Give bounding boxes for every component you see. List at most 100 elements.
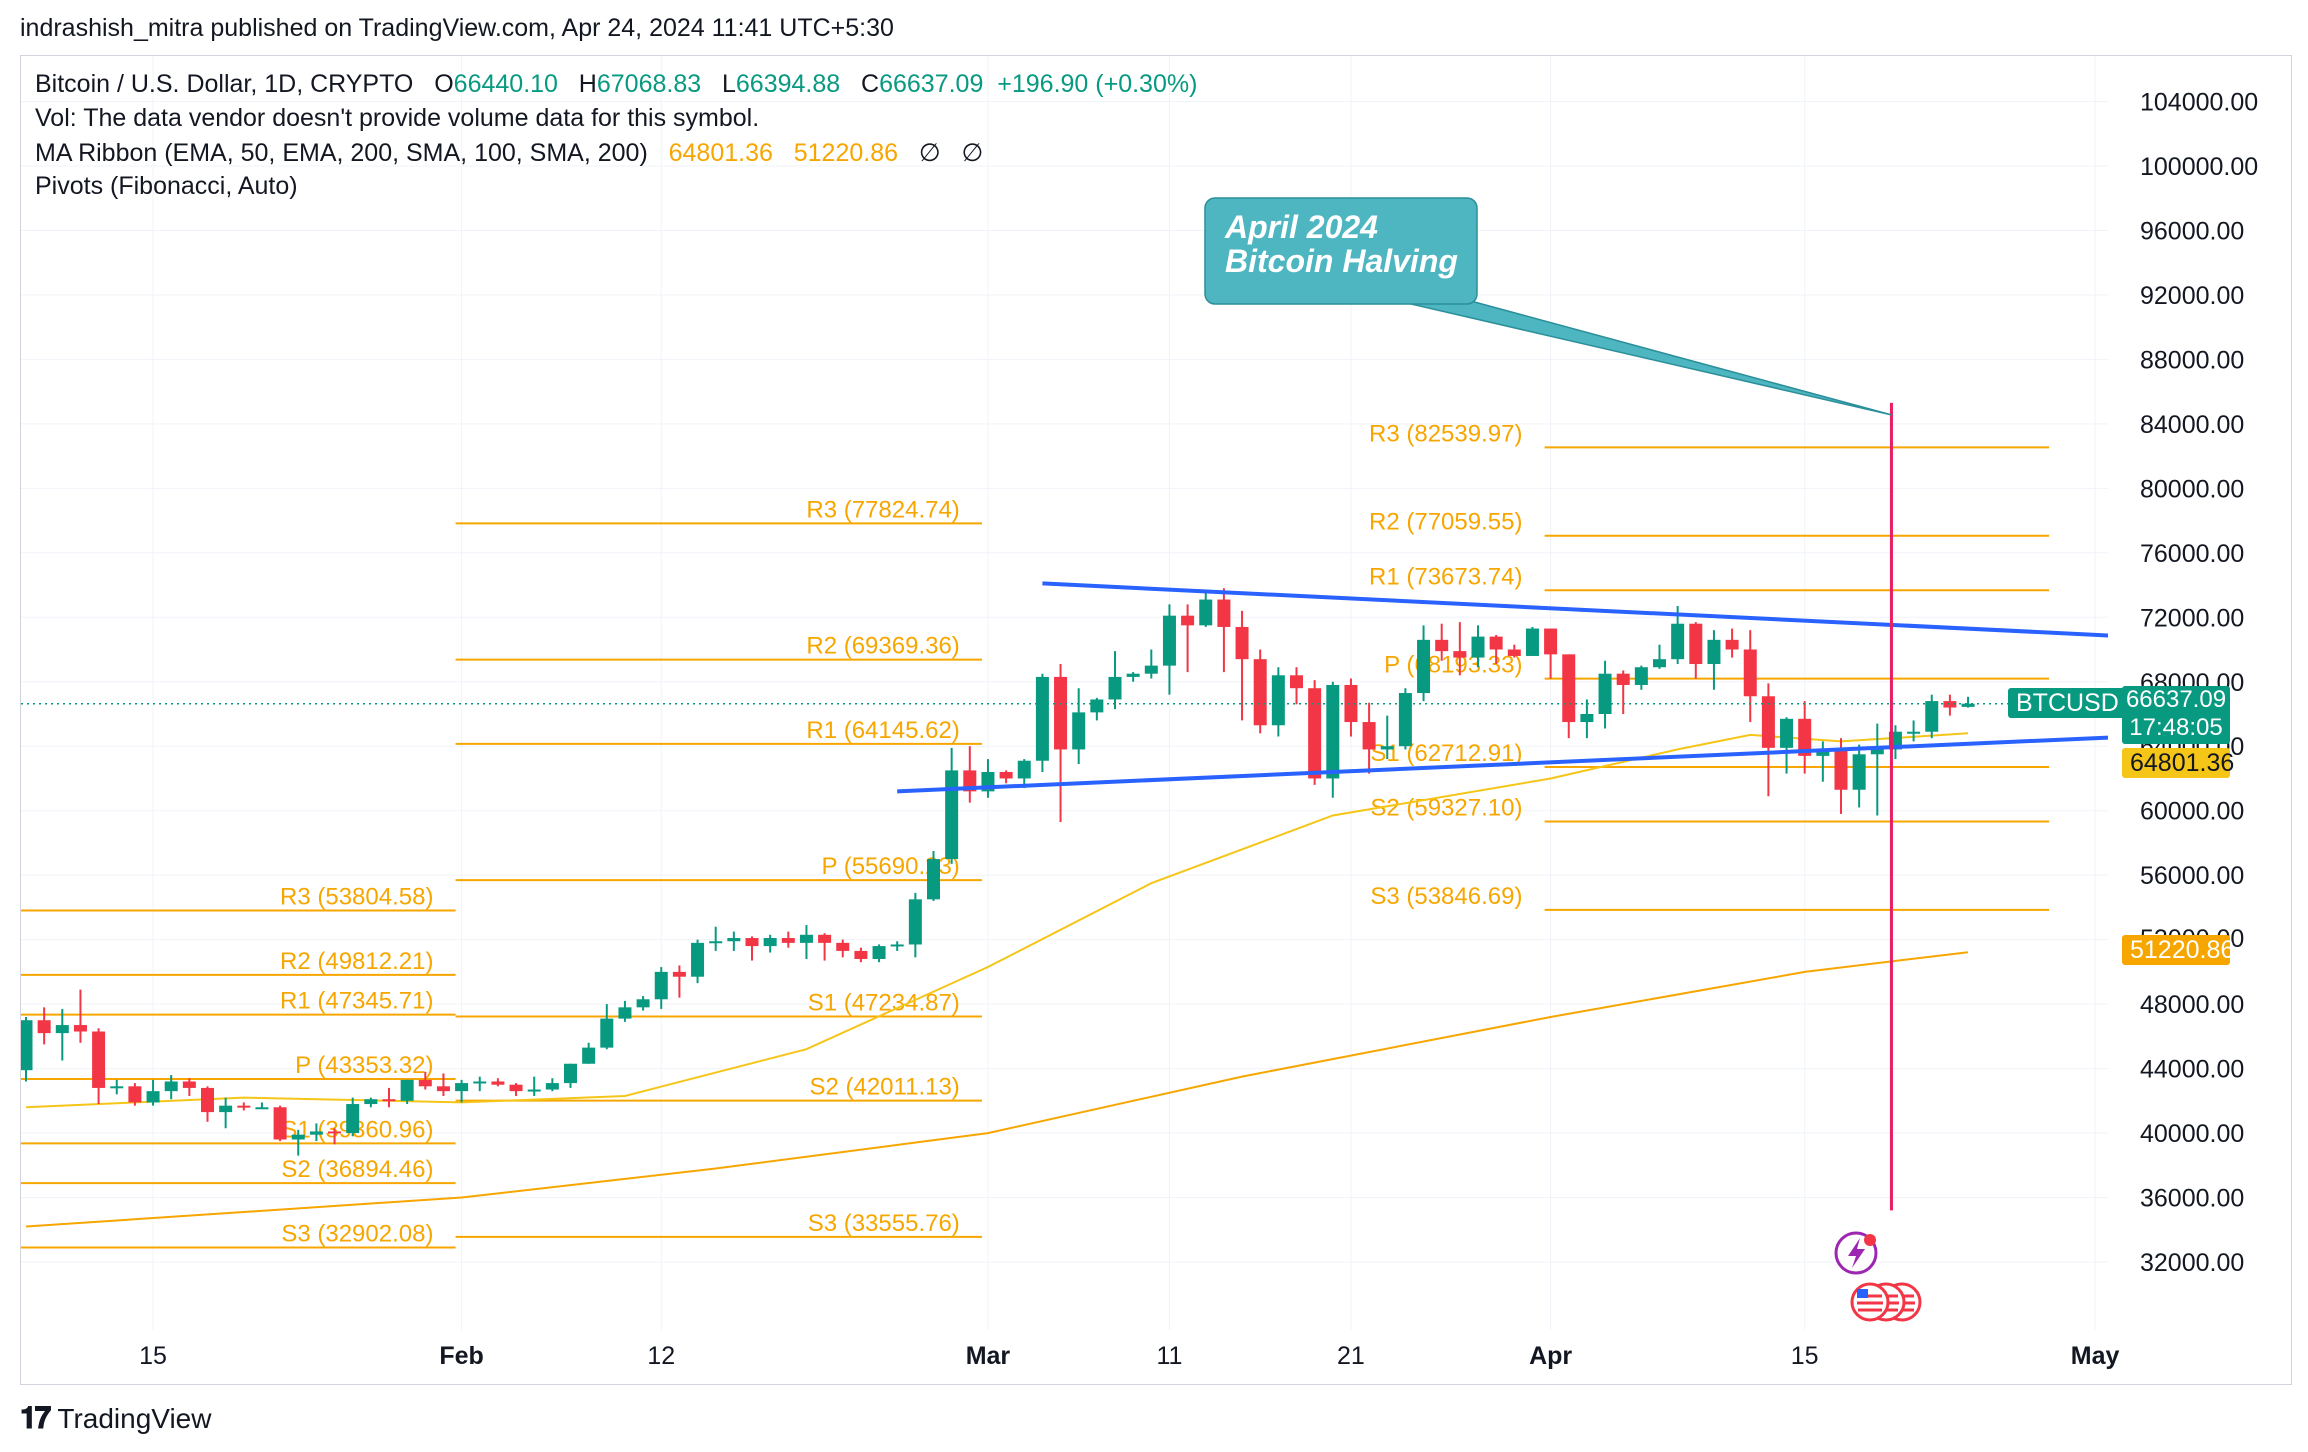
callout-line-1: April 2024 (1225, 209, 1378, 245)
candle-body (1707, 639, 1721, 665)
x-tick-label: Apr (1529, 1342, 1572, 1370)
candle-body (1162, 615, 1176, 666)
candle-body (1616, 673, 1630, 685)
candle-body (1798, 718, 1812, 756)
candle-body (1072, 712, 1086, 750)
x-tick-label: 11 (1156, 1342, 1182, 1370)
candle-body (291, 1134, 305, 1140)
last-price-value: 66637.09 (2125, 686, 2227, 713)
candle-body (55, 1025, 69, 1034)
legend-ma-row[interactable]: MA Ribbon (EMA, 50, EMA, 200, SMA, 100, … (35, 138, 983, 168)
candle-body (600, 1018, 614, 1048)
candle-body (890, 944, 904, 947)
candle-body (473, 1081, 487, 1084)
ma-ribbon-title: MA Ribbon (EMA, 50, EMA, 200, SMA, 100, … (35, 139, 648, 167)
pivot-level-label: R3 (77824.74) (806, 496, 959, 523)
symbol-tag[interactable]: BTCUSD (2008, 688, 2127, 718)
candle-body (1907, 731, 1921, 734)
x-tick-label: Feb (439, 1342, 483, 1370)
ema50-price-tag: 64801.36 (2122, 748, 2234, 778)
candle-body (1961, 703, 1975, 707)
last-price-tag: 66637.09 17:48:05 (2122, 686, 2230, 744)
pivot-level-label: S1 (47234.87) (808, 989, 960, 1016)
candle-body (146, 1091, 160, 1103)
y-tick-label: 60000.00 (2140, 798, 2244, 826)
ma-value-2: 51220.86 (793, 139, 899, 167)
candle-body (1816, 749, 1830, 756)
candle-body (491, 1081, 505, 1085)
pivot-level-label: S1 (62712.91) (1370, 740, 1522, 767)
low-value: 66394.88 (735, 70, 841, 98)
y-tick-label: 40000.00 (2140, 1120, 2244, 1148)
legend-pivots-row[interactable]: Pivots (Fibonacci, Auto) (35, 172, 298, 200)
callout-line-2: Bitcoin Halving (1225, 243, 1458, 279)
candle-body (1253, 659, 1267, 726)
ma-value-1: 64801.36 (668, 139, 773, 167)
candle-countdown: 17:48:05 (2129, 714, 2223, 741)
candle-body (455, 1083, 469, 1092)
pivot-level-label: R2 (49812.21) (280, 948, 433, 975)
candle-body (1435, 639, 1449, 652)
pivot-level-label: R1 (64145.62) (806, 717, 959, 744)
pivot-level-label: S3 (32902.08) (281, 1220, 433, 1247)
x-tick-label: Mar (966, 1342, 1011, 1370)
candle-body (1217, 599, 1231, 627)
x-tick-label: 15 (1791, 1342, 1819, 1370)
candle-body (745, 938, 759, 947)
candle-body (182, 1081, 196, 1088)
candle-body (1725, 639, 1739, 650)
candle-body (1017, 760, 1031, 779)
candle-body (1054, 676, 1068, 750)
tradingview-brand: TradingView (57, 1403, 212, 1434)
legend-symbol-row: Bitcoin / U.S. Dollar, 1D, CRYPTO O66440… (35, 70, 1197, 99)
ema200-price-tag: 51220.86 (2122, 935, 2234, 965)
pivot-level-label: R2 (69369.36) (806, 633, 959, 660)
pivot-level-label: R3 (82539.97) (1369, 420, 1522, 447)
y-tick-label: 92000.00 (2140, 282, 2244, 310)
pivot-level-label: S2 (59327.10) (1370, 795, 1522, 822)
candle-body (709, 941, 723, 944)
candle-body (1925, 701, 1939, 732)
candle-body (219, 1105, 233, 1113)
symbol-description[interactable]: Bitcoin / U.S. Dollar, 1D, CRYPTO (35, 70, 414, 98)
candle-body (1090, 699, 1104, 713)
candle-body (328, 1131, 342, 1134)
candle-body (1489, 636, 1503, 650)
event-icons (1834, 1231, 1922, 1322)
flag-canton-icon (1857, 1289, 1868, 1298)
x-tick-label: 15 (139, 1342, 167, 1370)
x-tick-label: 12 (647, 1342, 675, 1370)
candle-body (1035, 676, 1049, 761)
candle-body (1380, 746, 1394, 750)
x-tick-label: 21 (1337, 1342, 1365, 1370)
candle-body (1689, 623, 1703, 665)
candle-body (1562, 654, 1576, 723)
legend-volume-row[interactable]: Vol: The data vendor doesn't provide vol… (35, 104, 760, 132)
y-tick-label: 104000.00 (2140, 89, 2258, 117)
candle-body (309, 1131, 323, 1135)
ma-value-4: ∅ (961, 139, 984, 167)
candle-body (672, 971, 686, 977)
candle-body (37, 1020, 51, 1034)
candle-body (527, 1089, 541, 1092)
y-tick-label: 48000.00 (2140, 991, 2244, 1019)
y-tick-label: 88000.00 (2140, 346, 2244, 374)
candle-body (1598, 673, 1612, 714)
low-label: L (721, 70, 736, 98)
candle-body (273, 1107, 287, 1140)
y-tick-label: 76000.00 (2140, 540, 2244, 568)
tradingview-logo[interactable]: 𝟏𝟕 TradingView (20, 1402, 211, 1436)
candle-body (545, 1083, 559, 1090)
trendline (897, 735, 2108, 794)
notification-dot-icon (1864, 1234, 1876, 1246)
chart-frame[interactable] (20, 55, 2292, 1385)
candle-body (1743, 649, 1757, 697)
candle-body (1108, 676, 1122, 700)
candle-body (818, 934, 832, 943)
high-value: 67068.83 (596, 70, 702, 98)
candle-body (1235, 626, 1249, 660)
candle-body (1471, 636, 1485, 658)
candle-body (1544, 628, 1558, 655)
candle-body (799, 934, 813, 943)
